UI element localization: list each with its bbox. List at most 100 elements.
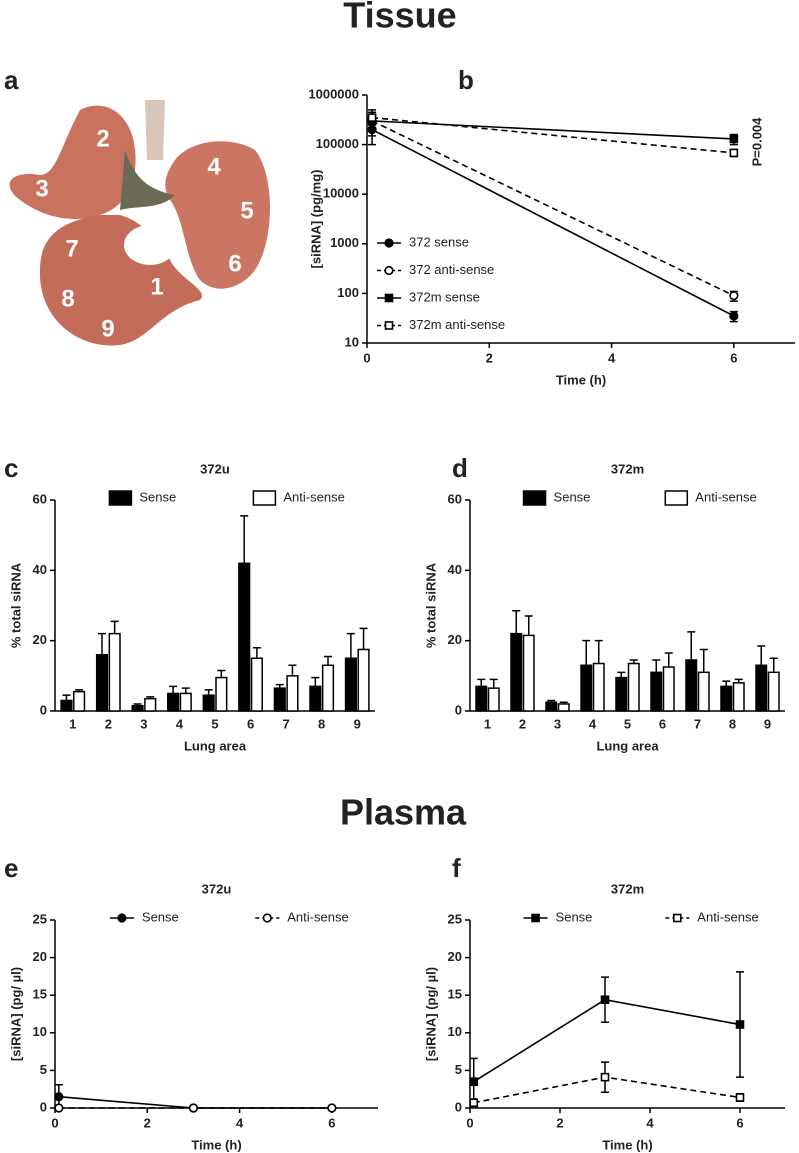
y-tick-label: 10 xyxy=(448,1024,462,1039)
y-tick-label: 0 xyxy=(40,1099,47,1114)
error-bar xyxy=(359,627,368,650)
x-tick-label: 8 xyxy=(729,716,736,731)
x-tick-label: 7 xyxy=(282,716,289,731)
x-axis-label: Time (h) xyxy=(556,372,606,387)
y-tick-label: 1000 xyxy=(330,235,359,250)
y-tick-label: 20 xyxy=(33,632,47,647)
bar xyxy=(720,685,733,712)
error-bar xyxy=(288,664,297,676)
y-tick-label: 5 xyxy=(40,1062,47,1077)
legend-swatch xyxy=(522,490,547,506)
bar xyxy=(108,632,121,712)
legend-label: 372 sense xyxy=(409,234,469,249)
error-bar xyxy=(98,632,106,655)
legend-marker xyxy=(384,293,394,303)
bar xyxy=(580,664,593,712)
x-tick-label: 4 xyxy=(646,1115,654,1130)
section-heading: Tissue xyxy=(343,0,456,36)
legend-swatch xyxy=(252,490,277,506)
error-bar xyxy=(252,646,261,659)
panel-letter: b xyxy=(458,65,474,95)
error-bar xyxy=(524,615,533,636)
series-line xyxy=(371,120,735,297)
x-tick-label: 3 xyxy=(140,716,147,731)
marker xyxy=(600,1072,610,1082)
legend-swatch xyxy=(664,490,689,506)
bar xyxy=(557,703,570,712)
x-tick-label: 2 xyxy=(556,1115,563,1130)
bar xyxy=(475,685,488,712)
marker xyxy=(729,311,739,321)
bar xyxy=(73,690,86,712)
legend-label: Anti-sense xyxy=(697,909,758,924)
error-bar xyxy=(217,669,226,678)
x-tick-label: 9 xyxy=(354,716,361,731)
marker xyxy=(54,1103,64,1113)
bar xyxy=(131,704,144,712)
error-bar xyxy=(169,685,178,694)
legend-label: Anti-sense xyxy=(287,909,348,924)
y-tick-label: 5 xyxy=(455,1062,462,1077)
legend-label: Anti-sense xyxy=(283,489,344,504)
x-tick-label: 6 xyxy=(730,350,737,365)
area-label: 7 xyxy=(65,235,78,262)
y-axis-label: % total siRNA xyxy=(423,562,438,648)
bar xyxy=(95,653,109,712)
marker xyxy=(600,995,610,1005)
error-bar xyxy=(311,676,320,687)
chart-title: 372u xyxy=(202,881,232,896)
bar xyxy=(344,657,357,712)
series-line xyxy=(371,116,734,154)
x-axis-label: Time (h) xyxy=(602,1137,652,1152)
error-bar xyxy=(110,620,119,634)
legend-marker xyxy=(384,321,394,330)
bar xyxy=(238,562,251,712)
bar xyxy=(202,694,215,712)
legend-label: Anti-sense xyxy=(695,489,756,504)
marker xyxy=(327,1103,337,1113)
error-bar xyxy=(722,680,731,687)
bar xyxy=(487,687,500,712)
error-bar xyxy=(699,648,708,673)
lung-photo xyxy=(9,100,270,346)
x-tick-label: 6 xyxy=(328,1115,335,1130)
x-tick-label: 1 xyxy=(484,716,491,731)
x-tick-label: 5 xyxy=(211,716,218,731)
y-tick-label: 10 xyxy=(345,334,359,349)
marker xyxy=(729,134,739,144)
error-bar xyxy=(582,639,591,666)
x-tick-label: 6 xyxy=(247,716,254,731)
bar xyxy=(321,664,335,712)
section-heading: Plasma xyxy=(340,792,467,833)
legend-label: Sense xyxy=(142,909,179,924)
y-tick-label: 10000 xyxy=(323,186,359,201)
x-tick-label: 2 xyxy=(519,716,526,731)
marker xyxy=(729,148,739,158)
annotation: P=0.004 xyxy=(749,117,764,167)
legend-label: Sense xyxy=(556,909,593,924)
marker xyxy=(367,113,377,122)
area-label: 6 xyxy=(228,250,241,277)
legend-label: 372m sense xyxy=(409,289,480,304)
x-tick-label: 4 xyxy=(236,1115,244,1130)
series-line xyxy=(473,998,741,1083)
legend-label: 372 anti-sense xyxy=(409,262,494,277)
bar xyxy=(60,699,73,712)
area-label: 4 xyxy=(207,153,221,180)
x-tick-label: 0 xyxy=(363,350,370,365)
x-tick-label: 4 xyxy=(608,350,616,365)
x-tick-label: 2 xyxy=(144,1115,151,1130)
x-tick-label: 1 xyxy=(69,716,76,731)
x-tick-label: 0 xyxy=(466,1115,473,1130)
y-axis-label: [siRNA] (pg/mg) xyxy=(308,170,323,269)
bar xyxy=(627,662,640,712)
y-tick-label: 20 xyxy=(448,949,462,964)
bar xyxy=(357,648,370,712)
chart-title: 372u xyxy=(200,461,230,476)
legend-label: Sense xyxy=(554,489,591,504)
panel-letter: e xyxy=(4,853,18,883)
panel-letter: f xyxy=(452,853,461,883)
x-tick-label: 8 xyxy=(318,716,325,731)
error-bar xyxy=(477,678,486,687)
